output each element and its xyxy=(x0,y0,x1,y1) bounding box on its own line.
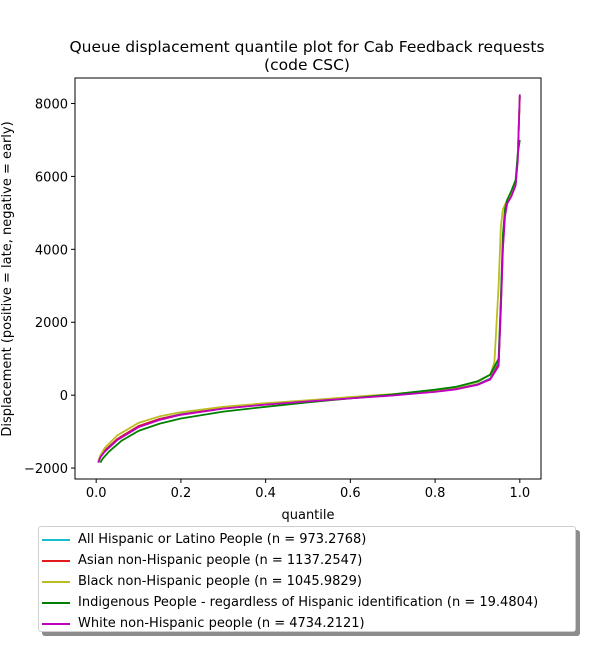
legend-entry: Indigenous People - regardless of Hispan… xyxy=(42,592,575,613)
x-tick-label: 0.8 xyxy=(425,486,446,501)
plot-frame xyxy=(74,77,542,480)
x-tick-label: 0.0 xyxy=(86,486,107,501)
chart: Queue displacement quantile plot for Cab… xyxy=(0,38,545,523)
x-tick-label: 0.2 xyxy=(171,486,192,501)
x-axis-label: quantile xyxy=(281,508,334,523)
y-tick-label: 0 xyxy=(60,389,68,404)
legend-swatch xyxy=(42,601,70,604)
legend: All Hispanic or Latino People (n = 973.2… xyxy=(38,526,576,632)
legend-swatch xyxy=(42,622,70,625)
legend-label: White non-Hispanic people (n = 4734.2121… xyxy=(78,616,365,631)
legend-label: Black non-Hispanic people (n = 1045.9829… xyxy=(78,574,362,589)
legend-swatch xyxy=(42,559,70,562)
legend-entry: Black non-Hispanic people (n = 1045.9829… xyxy=(42,571,575,592)
y-tick-label: −2000 xyxy=(24,462,68,477)
x-tick-label: 0.4 xyxy=(255,486,276,501)
legend-entry: All Hispanic or Latino People (n = 973.2… xyxy=(42,529,575,550)
y-tick-label: 6000 xyxy=(35,170,68,185)
series-line xyxy=(99,139,521,464)
legend-swatch xyxy=(42,580,70,583)
x-tick-label: 0.6 xyxy=(340,486,361,501)
y-tick-label: 4000 xyxy=(35,243,68,258)
y-axis-label: Displacement (positive = late, negative … xyxy=(0,121,15,436)
legend-label: Indigenous People - regardless of Hispan… xyxy=(78,595,539,610)
legend-label: Asian non-Hispanic people (n = 1137.2547… xyxy=(78,553,363,568)
y-tick-label: 2000 xyxy=(35,316,68,331)
chart-title: Queue displacement quantile plot for Cab… xyxy=(69,38,544,56)
legend-label: All Hispanic or Latino People (n = 973.2… xyxy=(78,532,367,547)
x-tick-label: 1.0 xyxy=(509,486,530,501)
chart-subtitle: (code CSC) xyxy=(264,56,350,74)
series-line xyxy=(97,96,521,463)
y-tick-label: 8000 xyxy=(35,98,68,113)
legend-swatch xyxy=(42,538,70,541)
series-line xyxy=(97,96,521,463)
legend-entry: Asian non-Hispanic people (n = 1137.2547… xyxy=(42,550,575,571)
legend-entry: White non-Hispanic people (n = 4734.2121… xyxy=(42,613,575,634)
series-line xyxy=(97,96,521,462)
series-line xyxy=(97,94,521,463)
